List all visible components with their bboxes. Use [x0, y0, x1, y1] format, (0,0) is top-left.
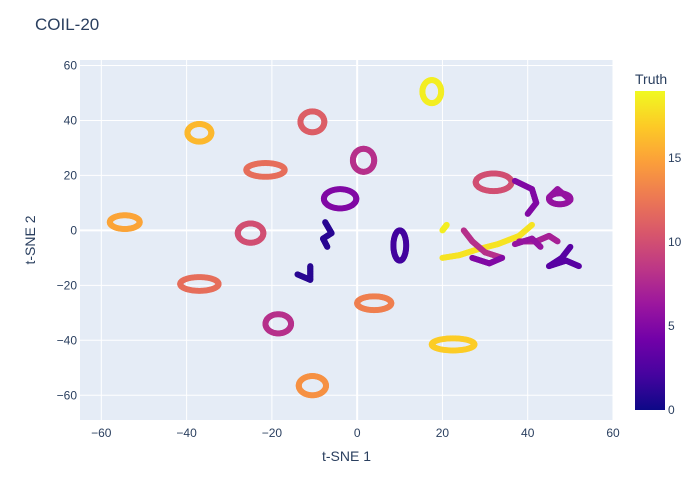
point-cluster: [294, 263, 314, 283]
data-point: [443, 221, 450, 228]
point-cluster: [511, 177, 540, 217]
data-point: [471, 341, 478, 348]
x-tick-labels: −60 −40 −20 0 20 40 60: [91, 426, 620, 440]
point-cluster: [439, 221, 535, 261]
point-cluster: [262, 311, 295, 337]
chart-title: COIL-20: [35, 15, 99, 34]
point-cluster: [439, 221, 450, 234]
y-axis-title: t-SNE 2: [22, 215, 38, 264]
data-point: [353, 196, 360, 203]
data-point: [575, 263, 582, 270]
point-cluster: [234, 220, 267, 246]
point-cluster: [243, 160, 288, 180]
data-points: [106, 77, 582, 399]
y-tick-label: 20: [64, 168, 78, 182]
point-cluster: [297, 108, 328, 136]
point-cluster: [106, 212, 143, 232]
y-tick-label: 40: [64, 113, 78, 127]
data-point: [388, 300, 395, 307]
point-cluster: [419, 77, 445, 107]
x-axis-title: t-SNE 1: [322, 448, 371, 464]
point-cluster: [184, 121, 215, 145]
y-tick-label: 60: [64, 58, 78, 72]
x-tick-label: −20: [262, 426, 283, 440]
point-cluster: [177, 274, 222, 294]
y-tick-label: 0: [70, 223, 77, 237]
data-point: [537, 243, 544, 250]
colorbar-tick-labels: 0 5 10 15: [668, 151, 682, 417]
data-point: [136, 219, 143, 226]
data-point: [324, 243, 331, 250]
point-cluster: [320, 186, 360, 212]
data-point: [215, 281, 222, 288]
data-point: [307, 263, 314, 270]
point-cluster: [428, 335, 478, 354]
data-point: [438, 89, 445, 96]
point-cluster: [349, 145, 378, 175]
colorbar-tick-label: 15: [668, 151, 682, 165]
data-point: [281, 167, 288, 174]
data-point: [554, 238, 561, 245]
data-point: [371, 158, 378, 165]
colorbar-tick-label: 10: [668, 235, 682, 249]
point-cluster: [390, 227, 410, 264]
x-tick-label: 60: [606, 426, 620, 440]
data-point: [439, 254, 446, 261]
point-cluster: [320, 219, 335, 250]
point-cluster: [354, 293, 395, 314]
y-tick-label: −40: [57, 333, 78, 347]
point-cluster: [511, 235, 544, 250]
x-tick-label: −60: [91, 426, 112, 440]
y-tick-labels: −60 −40 −20 0 20 40 60: [57, 58, 78, 402]
point-cluster: [295, 373, 330, 399]
data-point: [288, 321, 295, 328]
x-tick-label: −40: [176, 426, 197, 440]
data-point: [323, 383, 329, 390]
colorbar-title: Truth: [635, 71, 667, 87]
data-point: [260, 230, 267, 237]
colorbar: [635, 91, 665, 410]
point-cluster: [469, 254, 506, 267]
point-cluster: [546, 243, 582, 270]
grid-lines: [80, 60, 614, 420]
data-point: [403, 243, 410, 250]
data-point: [567, 197, 574, 204]
x-tick-label: 20: [436, 426, 450, 440]
x-tick-label: 0: [354, 426, 361, 440]
data-point: [208, 130, 215, 137]
colorbar-tick-label: 0: [668, 403, 675, 417]
y-tick-label: −20: [57, 278, 78, 292]
point-cluster: [472, 170, 515, 195]
x-tick-label: 40: [521, 426, 535, 440]
data-point: [524, 210, 531, 217]
data-point: [499, 254, 506, 261]
colorbar-tick-label: 5: [668, 319, 675, 333]
point-cluster: [546, 186, 574, 204]
y-tick-label: −60: [57, 388, 78, 402]
data-point: [321, 119, 328, 126]
